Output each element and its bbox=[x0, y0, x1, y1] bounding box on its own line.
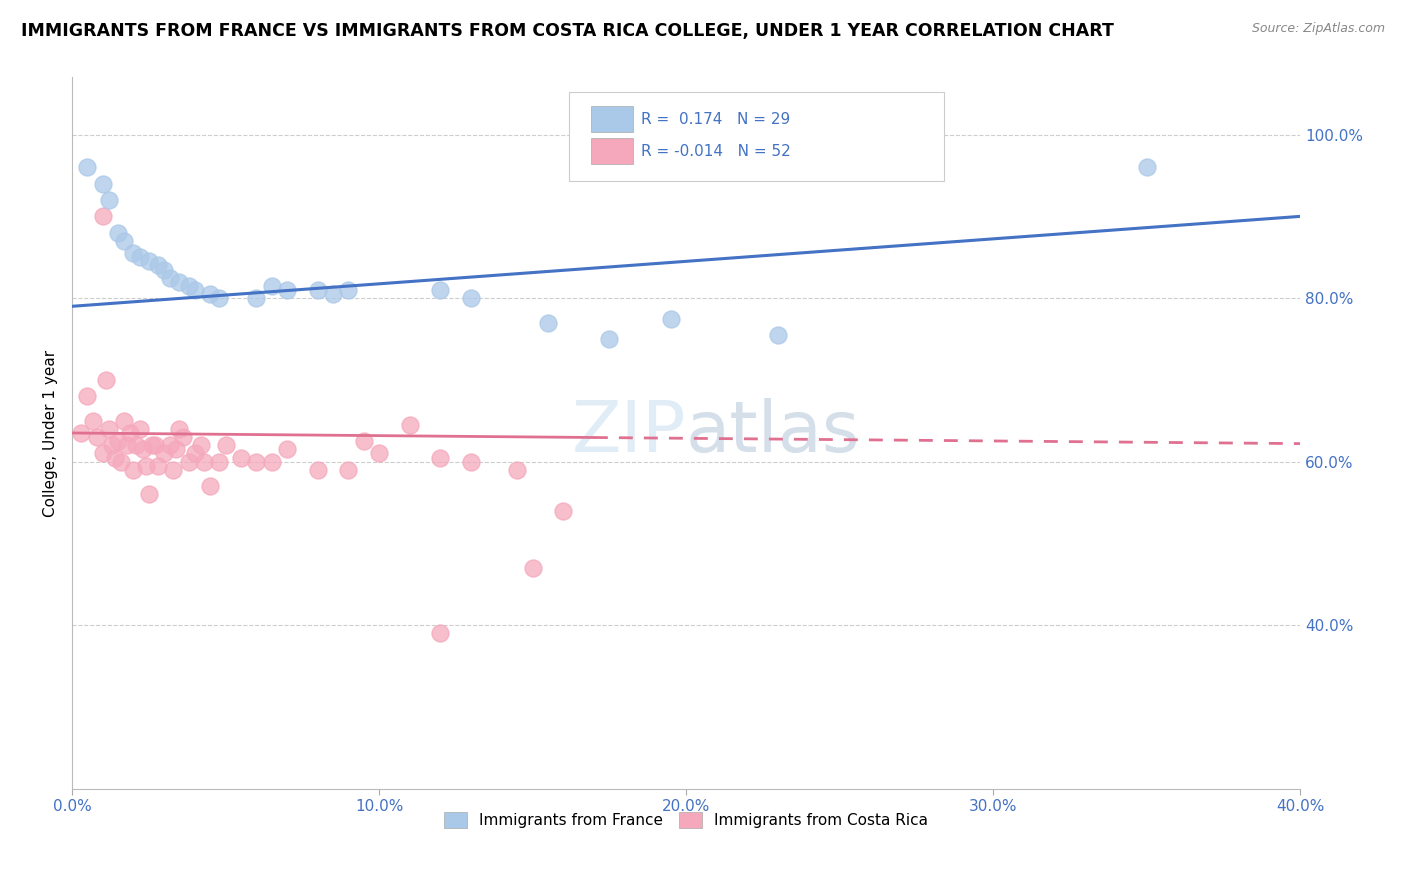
Point bbox=[337, 463, 360, 477]
Point bbox=[766, 327, 789, 342]
Point bbox=[70, 425, 93, 440]
Text: IMMIGRANTS FROM FRANCE VS IMMIGRANTS FROM COSTA RICA COLLEGE, UNDER 1 YEAR CORRE: IMMIGRANTS FROM FRANCE VS IMMIGRANTS FRO… bbox=[21, 22, 1114, 40]
Point bbox=[184, 283, 207, 297]
Point bbox=[353, 434, 375, 449]
Point bbox=[91, 446, 114, 460]
Point bbox=[112, 414, 135, 428]
Point bbox=[107, 434, 129, 449]
Point bbox=[1135, 161, 1157, 175]
Point bbox=[169, 422, 191, 436]
Point bbox=[104, 450, 127, 465]
Point bbox=[117, 438, 139, 452]
Point bbox=[141, 438, 163, 452]
Point bbox=[135, 458, 157, 473]
Point bbox=[229, 450, 252, 465]
Point bbox=[177, 454, 200, 468]
Point bbox=[172, 430, 194, 444]
Text: R =  0.174   N = 29: R = 0.174 N = 29 bbox=[641, 112, 790, 127]
Point bbox=[537, 316, 560, 330]
Point bbox=[506, 463, 529, 477]
Point bbox=[120, 425, 142, 440]
Point bbox=[307, 283, 329, 297]
Point bbox=[198, 287, 221, 301]
Text: Source: ZipAtlas.com: Source: ZipAtlas.com bbox=[1251, 22, 1385, 36]
Text: ZIP: ZIP bbox=[571, 399, 686, 467]
Point bbox=[198, 479, 221, 493]
Point bbox=[83, 414, 105, 428]
Point bbox=[146, 458, 169, 473]
Point bbox=[276, 442, 298, 457]
Point bbox=[107, 226, 129, 240]
Point bbox=[159, 438, 181, 452]
Point bbox=[460, 291, 482, 305]
Point bbox=[208, 291, 231, 305]
Point bbox=[128, 422, 150, 436]
Point bbox=[245, 291, 267, 305]
FancyBboxPatch shape bbox=[592, 106, 633, 132]
Point bbox=[553, 503, 575, 517]
Point bbox=[125, 438, 148, 452]
Point bbox=[122, 463, 145, 477]
Point bbox=[307, 463, 329, 477]
Point bbox=[398, 417, 420, 432]
Point bbox=[94, 373, 117, 387]
Point bbox=[245, 454, 267, 468]
Legend: Immigrants from France, Immigrants from Costa Rica: Immigrants from France, Immigrants from … bbox=[439, 806, 934, 834]
Point bbox=[86, 430, 108, 444]
FancyBboxPatch shape bbox=[592, 138, 633, 164]
Point bbox=[91, 210, 114, 224]
Point bbox=[276, 283, 298, 297]
Point bbox=[522, 561, 544, 575]
Point bbox=[143, 438, 166, 452]
Point bbox=[598, 332, 620, 346]
Point bbox=[260, 454, 283, 468]
Point bbox=[169, 275, 191, 289]
Point bbox=[128, 250, 150, 264]
Point bbox=[97, 193, 120, 207]
Point bbox=[76, 161, 98, 175]
Point bbox=[208, 454, 231, 468]
Point bbox=[659, 311, 682, 326]
Point bbox=[429, 283, 451, 297]
Point bbox=[97, 422, 120, 436]
Point bbox=[76, 389, 98, 403]
Point bbox=[153, 446, 176, 460]
Point bbox=[165, 442, 187, 457]
Point bbox=[138, 254, 160, 268]
FancyBboxPatch shape bbox=[569, 92, 943, 180]
Point bbox=[337, 283, 360, 297]
Point bbox=[110, 454, 132, 468]
Text: atlas: atlas bbox=[686, 399, 860, 467]
Point bbox=[153, 262, 176, 277]
Point bbox=[193, 454, 215, 468]
Point bbox=[368, 446, 391, 460]
Point bbox=[429, 626, 451, 640]
Point bbox=[322, 287, 344, 301]
Point bbox=[184, 446, 207, 460]
Point bbox=[162, 463, 184, 477]
Point bbox=[122, 246, 145, 260]
Text: R = -0.014   N = 52: R = -0.014 N = 52 bbox=[641, 144, 790, 159]
Point bbox=[190, 438, 212, 452]
Point bbox=[146, 259, 169, 273]
Point bbox=[131, 442, 153, 457]
Point bbox=[159, 270, 181, 285]
Point bbox=[177, 278, 200, 293]
Y-axis label: College, Under 1 year: College, Under 1 year bbox=[44, 350, 58, 516]
Point bbox=[138, 487, 160, 501]
Point bbox=[429, 450, 451, 465]
Point bbox=[260, 278, 283, 293]
Point bbox=[112, 234, 135, 248]
Point bbox=[460, 454, 482, 468]
Point bbox=[91, 177, 114, 191]
Point bbox=[214, 438, 236, 452]
Point bbox=[101, 438, 124, 452]
